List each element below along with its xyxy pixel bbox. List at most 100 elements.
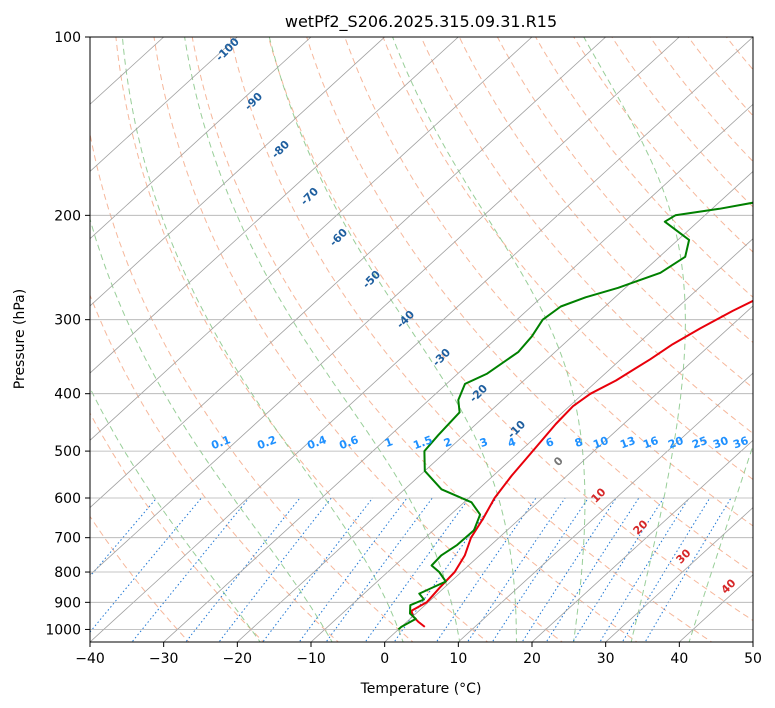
moist-adiabat [90, 217, 333, 642]
dry-adiabat [687, 37, 753, 117]
moist-adiabat [184, 37, 461, 642]
x-tick-label: 20 [523, 651, 541, 667]
dry-adiabat [754, 24, 775, 645]
isotherm [752, 641, 753, 642]
mixing-ratio-label: 0.2 [255, 433, 278, 452]
mixing-ratio-line [90, 497, 202, 633]
mixing-ratio-line [131, 497, 250, 642]
dry-adiabat-label: -60 [327, 226, 350, 249]
mixing-ratio-line [364, 497, 470, 642]
y-tick-label: 400 [54, 387, 81, 403]
y-tick-label: 900 [54, 595, 81, 611]
x-tick-label: −40 [75, 651, 105, 667]
mixing-ratio-label: 16 [641, 434, 660, 452]
line-labels: -100-90-80-70-60-50-40-30-20-10010203040… [209, 35, 750, 597]
mixing-ratio-line [545, 497, 640, 642]
isotherm [310, 238, 753, 642]
mixing-ratio-label: 0.1 [209, 433, 232, 452]
dry-adiabat [344, 37, 753, 527]
dry-adiabat-label: -40 [394, 308, 417, 331]
mixing-ratio-line [644, 497, 732, 642]
dry-adiabat [191, 37, 638, 642]
x-tick-label: 40 [670, 651, 688, 667]
dry-adiabat [535, 37, 753, 298]
isotherm [531, 439, 753, 642]
isotherm [90, 37, 680, 576]
dry-adiabat-label: 40 [719, 576, 739, 596]
mixing-ratio-label: 10 [591, 434, 610, 452]
mixing-ratio-label: 8 [573, 435, 585, 450]
chart-title: wetPf2_S206.2025.315.09.31.R15 [285, 12, 557, 32]
dry-adiabat-label: 20 [631, 517, 651, 537]
y-tick-label: 700 [54, 531, 81, 547]
dry-adiabat-label: -100 [213, 35, 242, 64]
dry-adiabat [90, 515, 190, 642]
y-tick-label: 800 [54, 565, 81, 581]
isotherm [90, 37, 533, 441]
dewpoint-line [397, 201, 753, 631]
plot-frame [89, 36, 754, 643]
moist-adiabat [583, 37, 686, 642]
mixing-ratio-label: 1 [383, 435, 395, 450]
data-series [397, 201, 753, 631]
mixing-ratio-line [298, 497, 408, 642]
dry-adiabat-label: -80 [269, 138, 292, 161]
dry-adiabat-label: -50 [360, 268, 383, 291]
mixing-ratio-label: 3 [478, 435, 490, 450]
y-axis: 1000 900 800 700 600 500 400 300 200 100 [45, 30, 90, 638]
x-tick-label: 0 [380, 651, 389, 667]
mixing-ratio-line [262, 497, 373, 642]
mixing-ratio-line [435, 497, 537, 642]
dry-adiabat [90, 412, 265, 642]
dry-adiabat [649, 37, 753, 163]
dry-adiabat [420, 37, 753, 435]
mixing-ratio-line [325, 497, 433, 642]
mixing-ratio-line [185, 497, 301, 642]
isotherm [90, 37, 385, 307]
mixing-ratio-line [572, 497, 665, 642]
dry-adiabat [153, 37, 564, 642]
mixing-ratio-label: 4 [506, 435, 518, 450]
mixing-ratio-line [218, 497, 332, 642]
mixing-ratio-label: 6 [544, 435, 556, 450]
dry-adiabat [306, 37, 753, 574]
x-tick-label: 30 [597, 651, 615, 667]
y-tick-label: 200 [54, 208, 81, 224]
y-tick-label: 500 [54, 444, 81, 460]
temperature-line [410, 299, 753, 628]
mixing-ratio-line [621, 497, 711, 642]
dry-adiabat [267, 37, 753, 622]
dry-adiabat-label: -90 [242, 90, 265, 113]
isotherm [90, 37, 312, 240]
isotherm [163, 103, 753, 642]
mixing-ratio-label: 1.5 [411, 433, 434, 452]
x-axis: −40 −30 −20 −10 0 10 20 30 40 50 [75, 642, 762, 667]
mixing-ratio-label: 13 [618, 434, 637, 451]
mixing-ratio-label: 0.4 [305, 433, 328, 452]
mixing-ratio-line [491, 497, 589, 642]
x-axis-label: Temperature (°C) [360, 681, 482, 697]
y-axis-label: Pressure (hPa) [12, 289, 28, 389]
mixing-ratio-line [521, 497, 617, 642]
x-tick-label: −20 [223, 651, 253, 667]
dry-adiabat [725, 37, 753, 71]
x-tick-label: −10 [296, 651, 326, 667]
isotherm [605, 507, 753, 642]
isotherm [237, 170, 753, 642]
isotherm [384, 305, 753, 642]
x-tick-label: 10 [449, 651, 467, 667]
dry-adiabat-label: 0 [551, 454, 566, 469]
y-tick-label: 100 [54, 30, 81, 46]
background-lines [90, 24, 775, 645]
y-tick-label: 300 [54, 313, 81, 329]
isotherm [90, 37, 238, 172]
x-tick-label: −30 [149, 651, 179, 667]
mixing-ratio-label: 2 [442, 435, 454, 450]
mixing-ratio-label: 25 [690, 434, 709, 451]
isotherm [458, 372, 753, 642]
mixing-ratio-label: 20 [666, 434, 685, 452]
isotherm [90, 37, 459, 374]
dry-adiabat-label: -30 [430, 346, 453, 369]
isotherm [90, 37, 753, 642]
